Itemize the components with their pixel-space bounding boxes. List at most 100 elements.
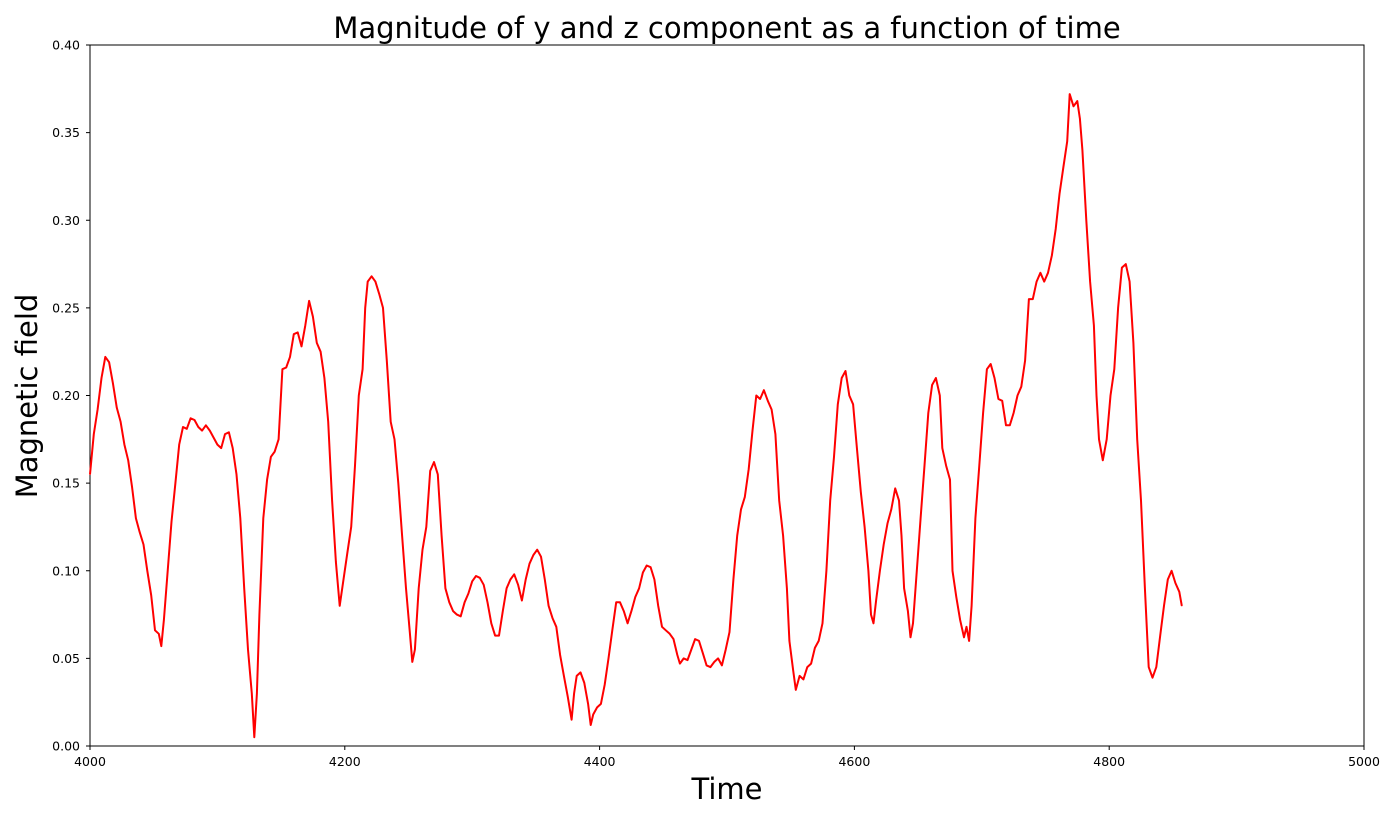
data-point xyxy=(160,645,162,647)
data-point xyxy=(444,587,446,589)
data-point xyxy=(270,456,272,458)
data-point xyxy=(567,696,569,698)
data-point xyxy=(536,549,538,551)
data-point xyxy=(806,666,808,668)
data-point xyxy=(297,331,299,333)
data-point xyxy=(799,675,801,677)
y-tick-label: 0.05 xyxy=(52,651,80,666)
data-point xyxy=(289,356,291,358)
data-point xyxy=(243,587,245,589)
data-point xyxy=(978,465,980,467)
data-point xyxy=(452,610,454,612)
data-point xyxy=(513,573,515,575)
data-point xyxy=(448,601,450,603)
data-point xyxy=(619,601,621,603)
data-point xyxy=(1062,167,1064,169)
data-point xyxy=(607,657,610,660)
data-point xyxy=(1009,424,1011,426)
data-point xyxy=(437,473,439,475)
y-tick-label: 0.00 xyxy=(52,739,80,754)
data-point xyxy=(1024,359,1026,362)
data-point xyxy=(93,433,95,435)
data-point xyxy=(949,479,951,481)
data-point xyxy=(993,377,996,379)
data-point xyxy=(604,684,606,686)
data-point xyxy=(583,682,585,684)
data-point xyxy=(792,670,794,672)
data-point xyxy=(1058,193,1061,195)
data-point xyxy=(312,316,314,318)
data-point xyxy=(170,521,173,523)
data-point xyxy=(320,351,322,353)
data-point xyxy=(563,675,565,677)
data-point xyxy=(414,649,416,651)
data-point xyxy=(630,610,633,612)
data-point xyxy=(713,661,715,663)
data-point xyxy=(1132,342,1134,344)
data-point xyxy=(721,664,723,667)
data-point xyxy=(460,615,462,617)
data-point xyxy=(646,564,648,567)
x-tick-label: 5000 xyxy=(1348,754,1380,769)
data-point xyxy=(661,626,663,628)
data-point xyxy=(190,417,192,419)
data-point xyxy=(120,421,122,423)
data-point xyxy=(1028,298,1030,300)
data-point xyxy=(907,610,909,612)
data-point xyxy=(1113,368,1115,370)
data-point xyxy=(393,438,396,440)
data-point xyxy=(571,719,573,721)
data-point xyxy=(920,517,922,519)
data-point xyxy=(441,535,443,537)
data-point xyxy=(158,633,160,635)
data-point xyxy=(821,622,824,624)
y-tick-label: 0.30 xyxy=(52,213,80,228)
data-point xyxy=(965,626,968,628)
data-point xyxy=(342,578,345,581)
data-point xyxy=(548,605,550,607)
data-point xyxy=(209,430,211,432)
data-point xyxy=(364,307,366,309)
y-tick-label: 0.10 xyxy=(52,563,80,578)
data-point xyxy=(486,601,489,603)
data-point xyxy=(285,366,287,369)
data-point xyxy=(509,578,511,581)
data-point xyxy=(220,447,222,449)
data-point xyxy=(300,345,303,347)
data-point xyxy=(1181,605,1183,607)
data-point xyxy=(1159,635,1161,637)
data-point xyxy=(239,517,241,519)
x-tick-label: 4600 xyxy=(838,754,870,769)
data-point xyxy=(1047,272,1049,274)
data-point xyxy=(232,447,234,449)
x-tick-label: 4800 xyxy=(1093,754,1125,769)
data-point xyxy=(304,324,306,326)
data-point xyxy=(894,487,896,489)
data-point xyxy=(579,671,582,674)
data-point xyxy=(1005,424,1007,426)
data-point xyxy=(1085,219,1087,221)
data-point xyxy=(1032,298,1034,300)
data-point xyxy=(795,689,797,691)
data-point xyxy=(856,447,858,449)
data-point xyxy=(623,610,625,612)
data-point xyxy=(390,421,392,423)
data-point xyxy=(709,666,712,668)
data-point xyxy=(331,500,333,502)
data-point xyxy=(1076,100,1078,102)
data-point xyxy=(1093,324,1095,326)
data-point xyxy=(182,426,184,428)
data-point xyxy=(1129,281,1131,283)
data-point xyxy=(205,424,207,426)
data-point xyxy=(837,403,839,405)
data-point xyxy=(786,587,788,589)
data-point xyxy=(771,408,773,411)
series-line xyxy=(89,93,1183,739)
data-point xyxy=(810,663,812,665)
data-point xyxy=(1055,228,1057,230)
data-point xyxy=(867,570,870,572)
data-point xyxy=(1155,666,1157,668)
y-tick-label: 0.25 xyxy=(52,300,80,315)
data-point xyxy=(456,614,458,616)
data-point xyxy=(100,377,103,379)
